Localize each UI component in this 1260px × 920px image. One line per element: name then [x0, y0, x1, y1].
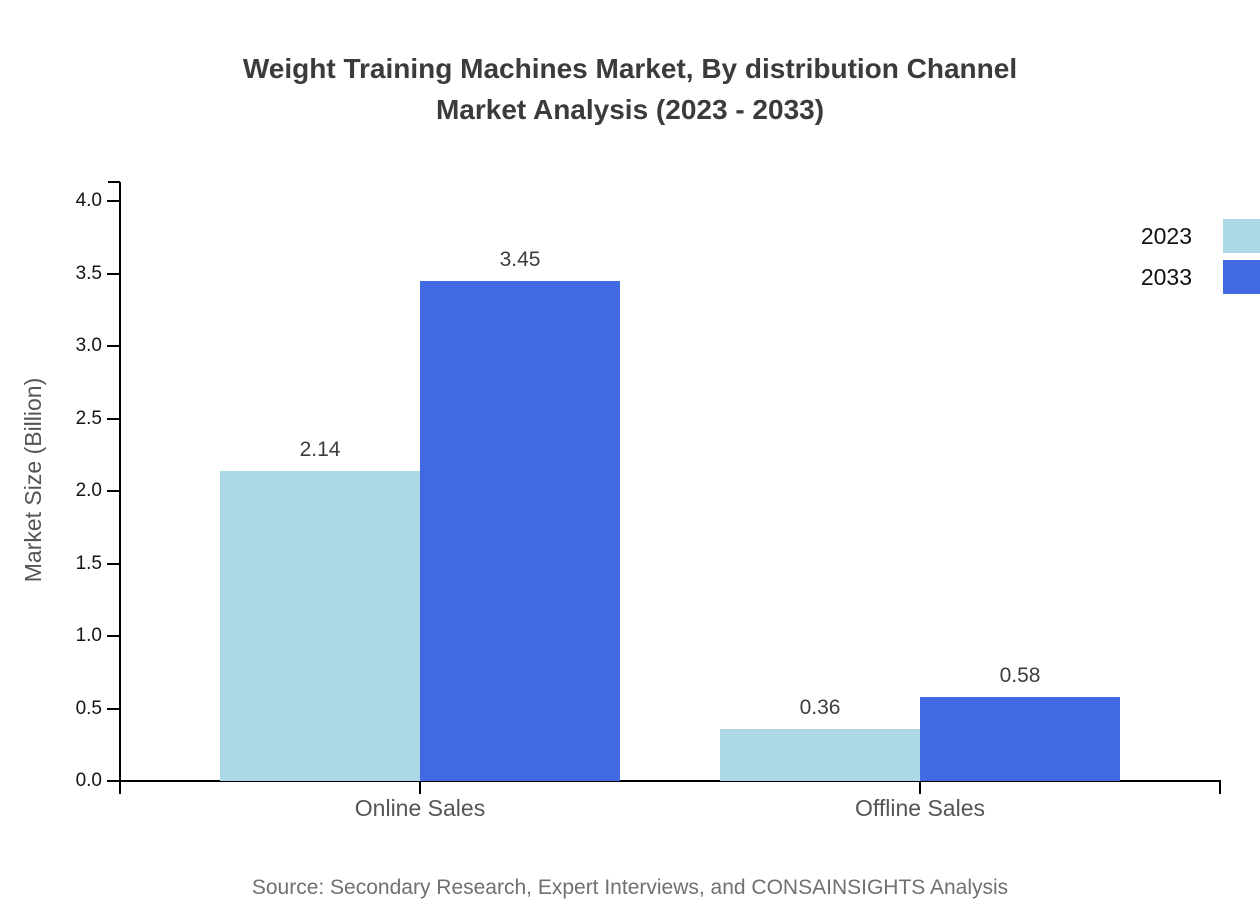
y-axis-line: [119, 182, 121, 781]
y-tick-mark: [107, 780, 120, 782]
legend: 2023 2033: [1141, 219, 1260, 294]
y-tick-mark: [107, 417, 120, 420]
y-tick-mark: [107, 635, 120, 637]
chart-title-line1: Weight Training Machines Market, By dist…: [242, 53, 1018, 84]
x-axis-line: [119, 780, 1221, 782]
bar-value-label: 2.14: [299, 437, 341, 461]
legend-swatch: [1223, 219, 1260, 253]
y-tick-mark: [107, 562, 120, 565]
bar-2023-online-sales: [220, 470, 420, 781]
y-tick-mark: [107, 200, 120, 202]
source-note: Source: Secondary Research, Expert Inter…: [251, 876, 1009, 899]
legend-item: 2023: [1141, 219, 1260, 253]
x-tick-mark: [919, 780, 921, 794]
bar-2033-online-sales: [420, 280, 620, 781]
y-tick-label: 2.0: [75, 480, 102, 501]
x-axis-end-tick: [119, 781, 121, 794]
x-category-label: Online Sales: [354, 795, 486, 821]
y-tick-label: 2.5: [75, 407, 102, 429]
chart-title-line2: Market Analysis (2023 - 2033): [435, 94, 825, 125]
bar-value-label: 0.58: [999, 663, 1041, 687]
y-axis-end-tick: [108, 181, 120, 183]
y-tick-mark: [107, 707, 120, 710]
y-tick-label: 0.5: [75, 697, 102, 719]
bar-2033-offline-sales: [920, 696, 1120, 781]
y-tick-mark: [107, 345, 120, 347]
legend-label: 2023: [1140, 222, 1192, 249]
x-category-label: Offline Sales: [855, 795, 985, 821]
y-tick-mark: [107, 272, 120, 275]
y-tick-label: 4.0: [75, 190, 102, 211]
bar-2023-offline-sales: [720, 728, 920, 781]
chart-title: Weight Training Machines Market, By dist…: [0, 48, 1260, 130]
legend-label: 2033: [1140, 263, 1192, 290]
y-tick-label: 1.0: [75, 625, 102, 646]
legend-item: 2033: [1141, 260, 1260, 294]
x-axis-end-tick: [1219, 781, 1221, 794]
bar-value-label: 3.45: [499, 247, 541, 271]
y-tick-label: 3.0: [75, 335, 102, 356]
x-tick-mark: [419, 780, 421, 794]
legend-swatch: [1223, 260, 1260, 294]
y-tick-mark: [107, 490, 120, 492]
y-tick-label: 3.5: [75, 262, 102, 284]
y-tick-label: 0.0: [75, 770, 102, 791]
y-tick-label: 1.5: [75, 552, 102, 574]
bar-value-label: 0.36: [799, 695, 841, 719]
